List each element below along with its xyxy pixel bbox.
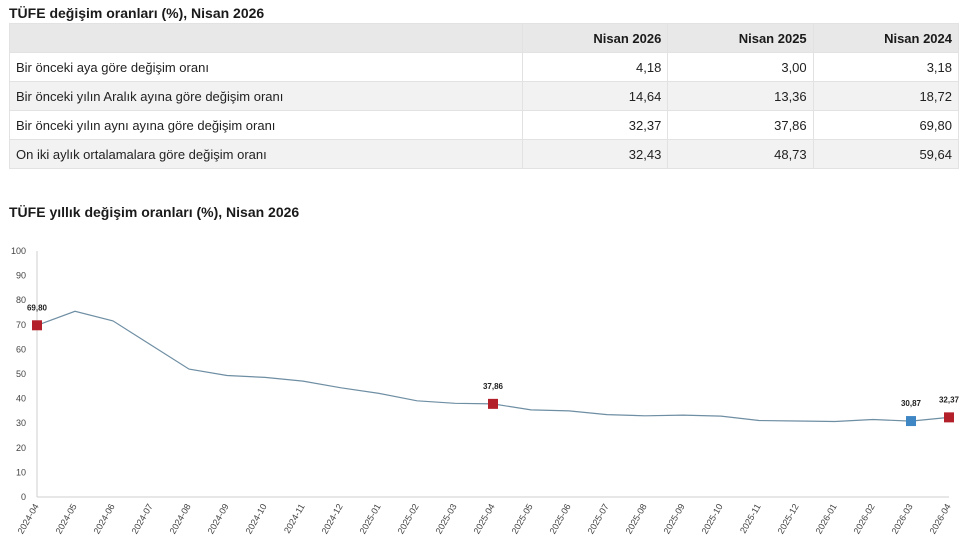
data-point-marker: [488, 398, 498, 409]
table-row: Bir önceki yılın Aralık ayına göre değiş…: [9, 81, 960, 111]
cpi-change-table: Nisan 2026 Nisan 2025 Nisan 2024 Bir önc…: [9, 23, 960, 169]
y-tick-label: 0: [21, 492, 26, 502]
y-tick-label: 20: [16, 443, 26, 453]
x-tick-label: 2024-04: [16, 502, 41, 536]
x-tick-label: 2026-04: [928, 502, 953, 536]
x-tick-label: 2025-02: [396, 502, 421, 536]
row-label: Bir önceki aya göre değişim oranı: [9, 52, 523, 82]
cell-value: 69,80: [812, 110, 960, 140]
x-tick-label: 2025-06: [548, 502, 573, 536]
row-label: Bir önceki yılın Aralık ayına göre değiş…: [9, 81, 523, 111]
x-tick-label: 2024-11: [282, 502, 307, 535]
data-label: 32,37: [939, 395, 960, 404]
row-label: Bir önceki yılın aynı ayına göre değişim…: [9, 110, 523, 140]
cell-value: 4,18: [521, 52, 669, 82]
data-point-marker: [944, 412, 954, 423]
x-tick-label: 2024-05: [54, 502, 79, 536]
cell-value: 37,86: [667, 110, 814, 140]
x-tick-label: 2025-07: [586, 502, 611, 536]
x-tick-label: 2024-06: [92, 502, 117, 536]
cell-value: 13,36: [667, 81, 814, 111]
x-tick-label: 2025-03: [434, 502, 459, 536]
cell-value: 3,18: [812, 52, 960, 82]
cell-value: 32,43: [521, 139, 669, 169]
data-point-marker: [906, 416, 916, 427]
data-label: 37,86: [483, 382, 504, 391]
header-nisan-2026: Nisan 2026: [521, 23, 669, 53]
table-title: TÜFE değişim oranları (%), Nisan 2026: [9, 5, 265, 21]
header-blank: [9, 23, 523, 53]
x-tick-label: 2024-09: [206, 502, 231, 536]
x-tick-label: 2025-08: [624, 502, 649, 536]
plot-area: 69,80 37,86 30,87 32,37: [27, 303, 960, 427]
y-tick-label: 40: [16, 394, 26, 404]
x-tick-label: 2026-03: [890, 502, 915, 536]
x-tick-label: 2025-09: [662, 502, 687, 536]
y-tick-label: 10: [16, 467, 26, 477]
x-tick-label: 2025-11: [738, 502, 763, 535]
header-nisan-2025: Nisan 2025: [667, 23, 814, 53]
x-tick-label: 2026-01: [814, 502, 839, 536]
x-tick-label: 2024-08: [168, 502, 193, 536]
data-label: 30,87: [901, 399, 922, 408]
cell-value: 3,00: [667, 52, 814, 82]
x-tick-label: 2025-12: [776, 502, 801, 536]
x-tick-label: 2025-04: [472, 502, 497, 536]
table-row: Bir önceki aya göre değişim oranı 4,18 3…: [9, 52, 960, 82]
cell-value: 48,73: [667, 139, 814, 169]
data-label: 69,80: [27, 303, 48, 312]
x-axis: 2024-04 2024-05 2024-06 2024-07 2024-08 2024-…: [16, 496, 953, 536]
chart-title: TÜFE yıllık değişim oranları (%), Nisan …: [9, 204, 300, 220]
row-label: On iki aylık ortalamalara göre değişim o…: [9, 139, 523, 169]
x-tick-label: 2024-10: [244, 502, 269, 536]
y-tick-label: 70: [16, 320, 26, 330]
table-header-row: Nisan 2026 Nisan 2025 Nisan 2024: [9, 23, 960, 53]
data-point-marker: [32, 320, 42, 331]
header-nisan-2024: Nisan 2024: [812, 23, 960, 53]
table-row: On iki aylık ortalamalara göre değişim o…: [9, 139, 960, 169]
cell-value: 59,64: [812, 139, 960, 169]
x-tick-label: 2025-01: [358, 502, 383, 536]
y-tick-label: 90: [16, 271, 26, 281]
y-tick-label: 30: [16, 418, 26, 428]
cell-value: 18,72: [812, 81, 960, 111]
y-tick-label: 60: [16, 344, 26, 354]
x-tick-label: 2025-05: [510, 502, 535, 536]
cell-value: 32,37: [521, 110, 669, 140]
x-tick-label: 2024-12: [320, 502, 345, 536]
x-tick-label: 2026-02: [852, 502, 877, 536]
y-tick-label: 80: [16, 295, 26, 305]
y-tick-label: 100: [11, 246, 26, 256]
x-tick-label: 2024-07: [130, 502, 155, 536]
cell-value: 14,64: [521, 81, 669, 111]
y-tick-label: 50: [16, 369, 26, 379]
x-tick-label: 2025-10: [700, 502, 725, 536]
table-row: Bir önceki yılın aynı ayına göre değişim…: [9, 110, 960, 140]
y-axis: 0 10 20 30 40 50 60 70 80 90 100: [11, 246, 38, 502]
